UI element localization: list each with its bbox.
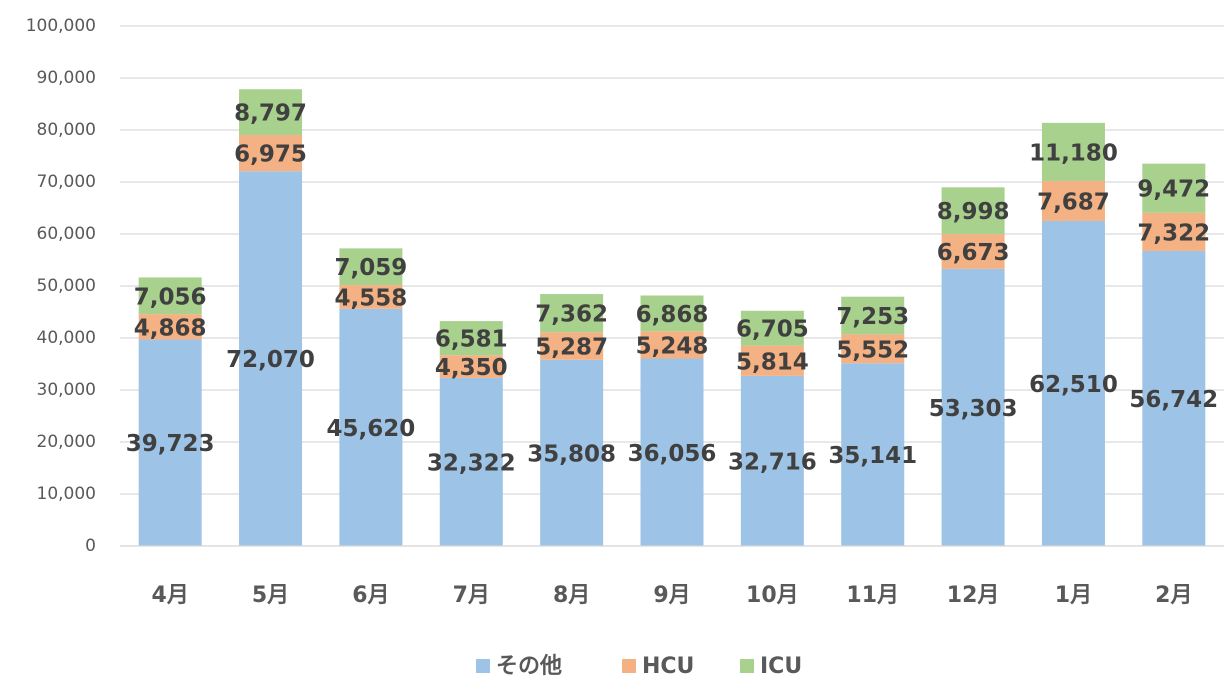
bar-segment: [1041, 220, 1105, 546]
data-label: 7,687: [1037, 189, 1110, 215]
data-label: 6,673: [937, 240, 1010, 266]
bar-segment: [239, 89, 303, 135]
bar-segment: [640, 331, 704, 359]
bar-segment: [841, 334, 905, 364]
bar-segment: [740, 310, 804, 346]
data-label: 4,350: [435, 355, 508, 381]
data-label: 62,510: [1029, 372, 1118, 398]
bar-segment: [339, 248, 403, 286]
data-label: 5,552: [836, 337, 909, 363]
y-tick-label: 0: [85, 536, 96, 556]
legend-label: その他: [496, 654, 562, 679]
bar-segment: [841, 363, 905, 546]
x-tick-label: 5月: [252, 583, 289, 608]
legend-label: HCU: [642, 654, 694, 679]
data-label: 8,797: [234, 101, 307, 127]
legend-swatch: [622, 659, 636, 673]
bar-segment: [439, 377, 503, 546]
data-label: 39,723: [126, 431, 215, 457]
x-tick-label: 4月: [152, 583, 189, 608]
legend-swatch: [740, 659, 754, 673]
y-tick-label: 100,000: [26, 16, 96, 36]
x-tick-label: 1月: [1055, 583, 1092, 608]
data-label: 6,581: [435, 327, 508, 353]
bar-segment: [138, 277, 202, 315]
data-label: 53,303: [929, 396, 1018, 422]
x-tick-label: 11月: [846, 583, 899, 608]
bar-segment: [339, 308, 403, 546]
data-label: 7,059: [335, 255, 408, 281]
y-tick-label: 20,000: [37, 432, 96, 452]
x-tick-label: 10月: [746, 583, 799, 608]
bar-segment: [1142, 212, 1206, 251]
legend-label: ICU: [760, 654, 802, 679]
bar-segment: [640, 358, 704, 546]
bar-segment: [540, 332, 604, 360]
data-label: 11,180: [1029, 140, 1118, 166]
data-label: 36,056: [628, 441, 717, 467]
bar-segment: [540, 294, 604, 333]
bar-segment: [941, 268, 1005, 546]
bar-segment: [1041, 122, 1105, 181]
x-tick-label: 12月: [947, 583, 1000, 608]
bar-segment: [841, 296, 905, 335]
data-label: 32,322: [427, 450, 516, 476]
bar-segment: [1142, 163, 1206, 213]
bar-segment: [740, 345, 804, 376]
data-label: 9,472: [1137, 177, 1210, 203]
bar-segment: [138, 314, 202, 340]
data-label: 4,868: [134, 315, 207, 341]
bar-segment: [941, 187, 1005, 235]
legend-swatch: [476, 659, 490, 673]
data-label: 35,808: [527, 441, 616, 467]
bar-segment: [439, 321, 503, 356]
y-tick-label: 10,000: [37, 484, 96, 504]
data-label: 5,814: [736, 349, 809, 375]
x-tick-label: 8月: [553, 583, 590, 608]
y-tick-label: 70,000: [37, 172, 96, 192]
data-label: 7,253: [836, 304, 909, 330]
x-tick-label: 9月: [653, 583, 690, 608]
bar-segment: [1142, 250, 1206, 547]
data-label: 5,287: [535, 335, 608, 361]
bar-segment: [941, 234, 1005, 269]
data-label: 72,070: [226, 347, 315, 373]
data-label: 7,056: [134, 284, 207, 310]
bar-segment: [138, 339, 202, 546]
bar-segment: [740, 375, 804, 546]
y-tick-label: 90,000: [37, 68, 96, 88]
bar-segment: [540, 359, 604, 546]
x-tick-label: 6月: [352, 583, 389, 608]
data-label: 45,620: [327, 416, 416, 442]
x-tick-label: 7月: [453, 583, 490, 608]
bar-segment: [239, 171, 303, 546]
data-label: 5,248: [636, 333, 709, 359]
data-label: 7,322: [1137, 220, 1210, 246]
data-label: 56,742: [1129, 387, 1218, 413]
data-label: 8,998: [937, 199, 1010, 225]
data-label: 35,141: [828, 443, 917, 469]
y-tick-label: 80,000: [37, 120, 96, 140]
y-tick-label: 50,000: [37, 276, 96, 296]
y-tick-label: 30,000: [37, 380, 96, 400]
y-tick-label: 60,000: [37, 224, 96, 244]
data-label: 4,558: [335, 285, 408, 311]
bar-segment: [640, 295, 704, 332]
data-label: 6,868: [636, 302, 709, 328]
data-label: 6,705: [736, 317, 809, 343]
data-label: 6,975: [234, 142, 307, 168]
bar-segment: [1041, 180, 1105, 221]
x-tick-label: 2月: [1155, 583, 1192, 608]
data-label: 7,362: [535, 302, 608, 328]
data-label: 32,716: [728, 449, 817, 475]
bar-segment: [239, 134, 303, 172]
y-tick-label: 40,000: [37, 328, 96, 348]
bar-segment: [339, 285, 403, 309]
bar-segment: [439, 355, 503, 378]
